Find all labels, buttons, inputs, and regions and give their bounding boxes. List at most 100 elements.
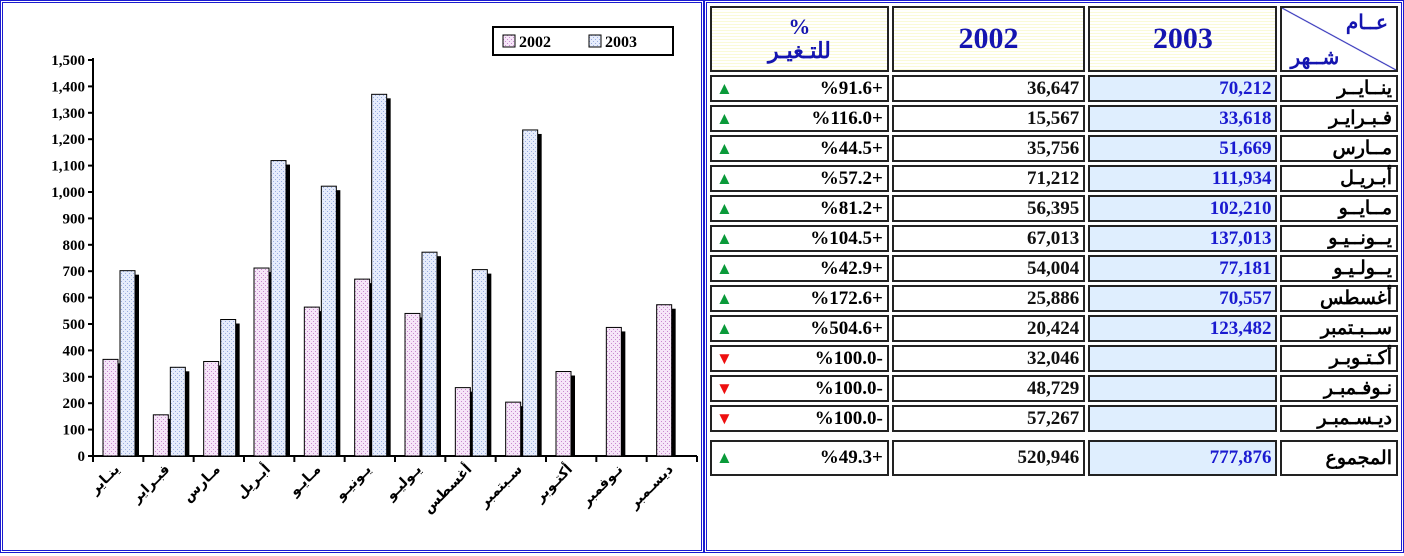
table-row: ▲ %172.6+ 25,886 70,557 أغسطس (710, 285, 1398, 312)
change-value: %504.6+ (810, 317, 883, 339)
change-value: %100.0- (814, 377, 883, 399)
down-arrow-icon: ▼ (716, 348, 733, 368)
value-2003: 70,212 (1088, 75, 1278, 102)
value-2003 (1088, 345, 1278, 372)
month-label: المجموع (1280, 440, 1398, 476)
y-tick-label: 600 (63, 291, 86, 307)
month-label: مــارس (1280, 135, 1398, 162)
change-value: %91.6+ (819, 77, 883, 99)
bar-2003 (522, 129, 539, 457)
value-2002: 15,567 (891, 105, 1086, 132)
table-row: ▲ %81.2+ 56,395 102,210 مــايــو (710, 195, 1398, 222)
x-category-label: يـونيـو (332, 462, 375, 505)
bar-2003 (220, 319, 237, 457)
value-2002: 35,756 (891, 135, 1086, 162)
change-cell: ▼ %100.0- (710, 375, 889, 402)
value-2003: 77,181 (1088, 255, 1278, 282)
y-tick-label: 900 (63, 211, 86, 227)
month-label: يــونــيـو (1280, 225, 1398, 252)
up-arrow-icon: ▲ (716, 78, 733, 98)
bar-chart: 0 100 200 300 400 500 600 700 800 900 1,000 1,100 1,… (51, 26, 698, 517)
table-row: ▲ %42.9+ 54,004 77,181 يــولـيـو (710, 255, 1398, 282)
y-tick-label: 1,400 (51, 79, 85, 95)
legend-label-2003: 2003 (605, 34, 637, 51)
bar-2002 (253, 267, 270, 457)
header-corner: عــام شــهر (1280, 6, 1398, 72)
bar-2002 (404, 312, 421, 457)
change-value: %81.2+ (819, 197, 883, 219)
value-2003: 33,618 (1088, 105, 1278, 132)
bar-2002 (454, 387, 471, 457)
value-2003 (1088, 405, 1278, 432)
y-tick-label: 300 (63, 370, 86, 386)
change-cell: ▲ %49.3+ (710, 440, 889, 476)
y-tick-label: 1,500 (51, 53, 85, 69)
legend-swatch-2003 (588, 34, 602, 48)
table-row: ▼ %100.0- 48,729 نـوفـمبـر (710, 375, 1398, 402)
x-category-label: ديسـمبر (626, 462, 677, 513)
change-value: %44.5+ (819, 137, 883, 159)
y-tick-label: 200 (63, 396, 86, 412)
total-row: ▲ %49.3+ 520,946 777,876 المجموع (710, 440, 1398, 476)
spacer-row (710, 435, 1398, 437)
bar-2002 (203, 360, 220, 457)
change-value: %104.5+ (810, 227, 883, 249)
bar-2003 (371, 93, 388, 457)
month-label: ديـسـمبـر (1280, 405, 1398, 432)
value-2002: 36,647 (891, 75, 1086, 102)
change-cell: ▲ %104.5+ (710, 225, 889, 252)
up-arrow-icon: ▲ (716, 318, 733, 338)
up-arrow-icon: ▲ (716, 288, 733, 308)
y-tick-label: 1,300 (51, 106, 85, 122)
y-tick-label: 400 (63, 343, 86, 359)
table-row: ▲ %504.6+ 20,424 123,482 ســبـتمبر (710, 315, 1398, 342)
change-cell: ▲ %81.2+ (710, 195, 889, 222)
bar-2003 (169, 366, 186, 457)
bar-2002 (102, 358, 119, 457)
chart-panel: 0 100 200 300 400 500 600 700 800 900 1,000 1,100 1,… (0, 0, 704, 553)
bar-2002 (152, 414, 169, 457)
month-label: نـوفـمبـر (1280, 375, 1398, 402)
down-arrow-icon: ▼ (716, 408, 733, 428)
table-row: ▼ %100.0- 32,046 أكـتـوبـر (710, 345, 1398, 372)
corner-month-label: شــهر (1290, 47, 1340, 69)
value-2002: 520,946 (891, 440, 1086, 476)
table-row: ▲ %91.6+ 36,647 70,212 ينــايــر (710, 75, 1398, 102)
month-label: ســبـتمبر (1280, 315, 1398, 342)
change-value: %42.9+ (819, 257, 883, 279)
change-cell: ▲ %91.6+ (710, 75, 889, 102)
change-cell: ▲ %44.5+ (710, 135, 889, 162)
value-2003: 102,210 (1088, 195, 1278, 222)
change-value: %49.3+ (819, 447, 883, 468)
spacer-cell (710, 435, 1398, 437)
bar-2002 (505, 401, 522, 457)
change-value: %57.2+ (819, 167, 883, 189)
legend-box (492, 26, 674, 56)
header-change: % للتـغيـر (710, 6, 889, 72)
value-2003 (1088, 375, 1278, 402)
up-arrow-icon: ▲ (716, 108, 733, 128)
x-category-label: فبـراير (128, 462, 173, 507)
bar-2002 (555, 371, 572, 457)
y-tick-label: 500 (63, 317, 86, 333)
y-tick-label: 1,200 (51, 132, 85, 148)
value-2003: 123,482 (1088, 315, 1278, 342)
change-cell: ▼ %100.0- (710, 345, 889, 372)
up-arrow-icon: ▲ (716, 138, 733, 158)
bar-2003 (320, 185, 337, 457)
x-category-label: يـوليـو (382, 462, 425, 505)
up-arrow-icon: ▲ (716, 258, 733, 278)
value-2003: 111,934 (1088, 165, 1278, 192)
up-arrow-icon: ▲ (716, 198, 733, 218)
change-cell: ▼ %100.0- (710, 405, 889, 432)
x-category-label: أكتـوبر (530, 460, 576, 506)
change-value: %172.6+ (810, 287, 883, 309)
corner-year-label: عــام (1345, 12, 1388, 34)
up-arrow-icon: ▲ (716, 228, 733, 248)
bar-2002 (656, 304, 673, 457)
value-2003: 51,669 (1088, 135, 1278, 162)
data-table-panel: % للتـغيـر 2002 2003 عــام شــهر ▲ %91.6+… (704, 0, 1404, 553)
x-category-label: سـبتمبر (476, 462, 526, 512)
change-cell: ▲ %57.2+ (710, 165, 889, 192)
change-value: %100.0- (814, 347, 883, 369)
